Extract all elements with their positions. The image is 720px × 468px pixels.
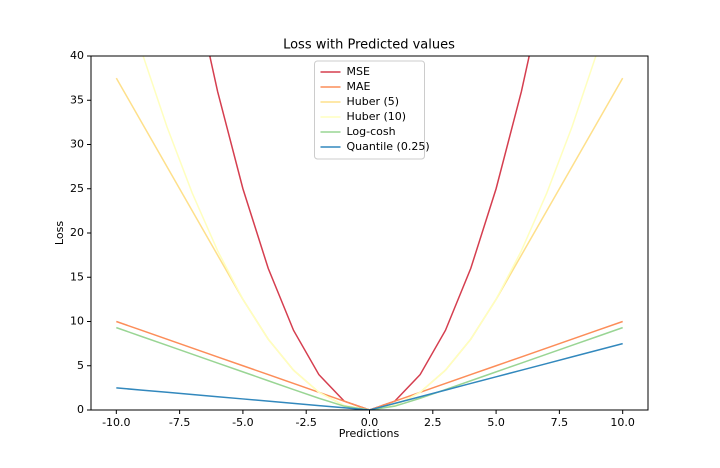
legend-label: MSE	[347, 65, 370, 78]
y-axis-label: Loss	[53, 221, 66, 245]
loss-line	[116, 320, 623, 410]
x-tick-label: 10.0	[610, 416, 635, 429]
y-tick-label: 10	[70, 315, 84, 328]
loss-line	[116, 326, 623, 410]
x-tick-label: -2.5	[295, 416, 316, 429]
y-tick-label: 15	[70, 270, 84, 283]
x-tick-label: 7.5	[551, 416, 569, 429]
y-tick-label: 5	[77, 359, 84, 372]
legend-label: Log-cosh	[347, 125, 396, 138]
x-tick-label: -5.0	[232, 416, 253, 429]
y-tick-label: 0	[77, 403, 84, 416]
x-tick-label: -7.5	[169, 416, 190, 429]
x-tick-label: -10.0	[102, 416, 130, 429]
x-tick-label: 5.0	[487, 416, 505, 429]
legend-label: MAE	[347, 80, 371, 93]
y-tick-label: 30	[70, 138, 84, 151]
x-tick-label: 0.0	[361, 416, 379, 429]
legend-label: Huber (5)	[347, 95, 400, 108]
loss-line	[115, 77, 624, 410]
legend-label: Huber (10)	[347, 110, 407, 123]
loss-line	[116, 342, 623, 410]
y-tick-label: 35	[70, 93, 84, 106]
legend-label: Quantile (0.25)	[347, 140, 430, 153]
legend-box	[314, 60, 425, 160]
y-tick-label: 20	[70, 226, 84, 239]
y-tick-label: 40	[70, 49, 84, 62]
chart-title: Loss with Predicted values	[283, 38, 455, 53]
x-tick-label: 2.5	[424, 416, 442, 429]
x-axis-label: Predictions	[339, 427, 400, 440]
y-tick-label: 25	[70, 182, 84, 195]
loss-line	[142, 56, 597, 410]
plot-area	[115, 56, 624, 410]
